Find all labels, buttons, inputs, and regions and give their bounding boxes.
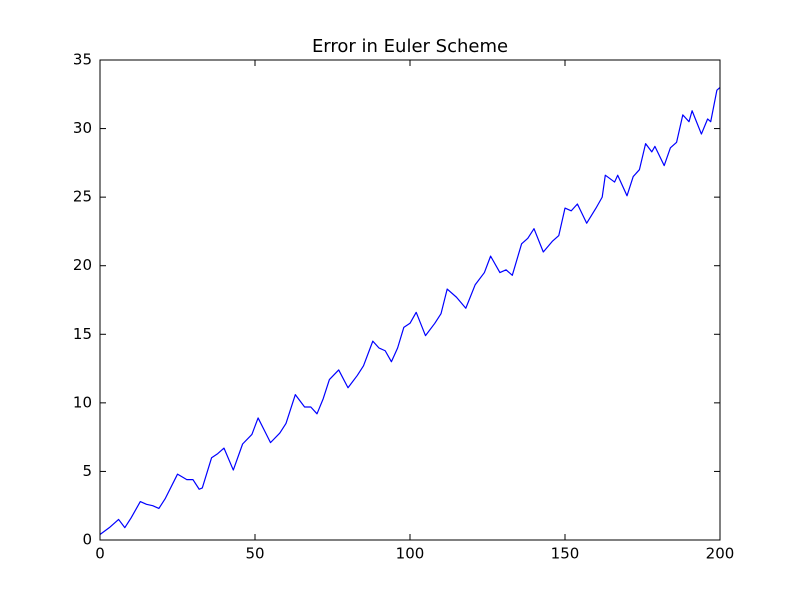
- y-tick-label: 20: [73, 256, 92, 274]
- x-tick-label: 200: [706, 545, 735, 563]
- plot-frame: [99, 59, 721, 541]
- y-tick-label: 15: [73, 325, 92, 343]
- line-series: [99, 86, 721, 535]
- x-tick-label: 0: [95, 545, 105, 563]
- y-tick-label: 10: [73, 393, 92, 411]
- x-tick-label: 50: [245, 545, 264, 563]
- y-tick-label: 25: [73, 188, 92, 206]
- x-tick-label: 150: [551, 545, 580, 563]
- x-tick-label: 100: [396, 545, 425, 563]
- y-tick-label: 35: [73, 51, 92, 69]
- y-tick-label: 5: [82, 462, 92, 480]
- y-tick-label: 0: [82, 531, 92, 549]
- y-tick-label: 30: [73, 119, 92, 137]
- chart-title: Error in Euler Scheme: [312, 36, 508, 57]
